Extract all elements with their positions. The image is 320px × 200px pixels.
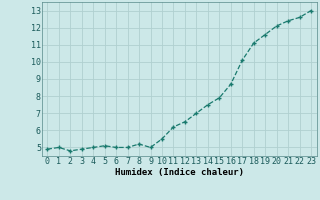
X-axis label: Humidex (Indice chaleur): Humidex (Indice chaleur) — [115, 168, 244, 177]
